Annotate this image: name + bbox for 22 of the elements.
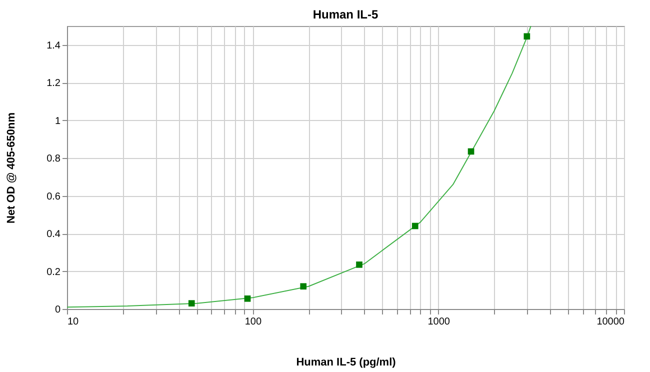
y-tick-label: 1.2 (46, 78, 61, 90)
point (244, 295, 251, 302)
y-tick-label: 0 (54, 304, 61, 316)
x-axis-title: Human IL-5 (pg/ml) (296, 356, 396, 368)
y-tick-label: 1 (54, 116, 61, 127)
x-tick-label: 100 (244, 316, 262, 328)
x-tick-label: 10000 (596, 316, 625, 328)
chart-title: Human IL-5 (312, 8, 378, 22)
point (356, 262, 362, 268)
y-tick-label: 0.8 (46, 154, 61, 165)
x-tick-label: 1000 (428, 316, 450, 328)
y-tick-label: 0.2 (46, 266, 61, 278)
y-tick-label: 1.4 (46, 40, 61, 52)
point (524, 33, 530, 40)
point (300, 283, 307, 290)
x-tick-label: 10 (68, 316, 80, 328)
y-tick-label: 0.6 (46, 191, 61, 202)
point (188, 300, 195, 307)
point (412, 222, 418, 230)
y-tick-label: 0.4 (46, 229, 61, 240)
point (468, 148, 474, 155)
y-axis-title: Net OD @ 405-650nm (6, 112, 18, 224)
